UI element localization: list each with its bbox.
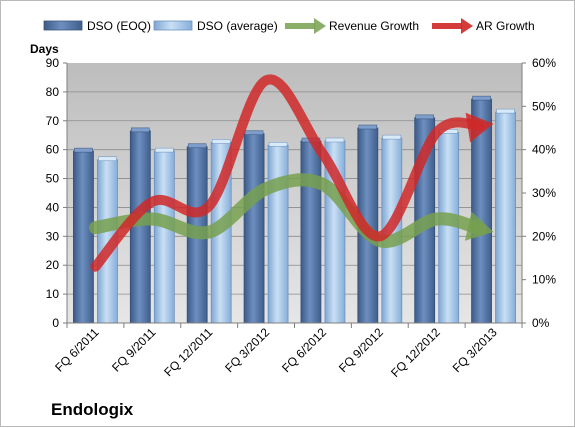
x-tick-label: FQ 3/2013 <box>450 325 500 375</box>
y-tick-label: 70 <box>46 114 60 128</box>
x-tick-label: FQ 12/2012 <box>388 325 443 380</box>
y-axis-ticks: 0 10 20 30 40 50 60 70 80 90 <box>46 56 67 330</box>
legend-label-revenue-growth: Revenue Growth <box>329 19 419 33</box>
legend-item-dso-average: DSO (average) <box>153 19 278 33</box>
y-tick-label: 0 <box>52 316 59 330</box>
bar-top-dso-average <box>98 156 117 162</box>
x-tick-label: FQ 9/2011 <box>109 325 159 375</box>
y-tick-label: 80 <box>46 85 60 99</box>
bar-top-dso-eoq <box>187 143 207 149</box>
legend-swatch-dso-eoq <box>43 20 83 31</box>
y-tick-label: 40 <box>46 200 60 214</box>
x-tick-label: FQ 6/2012 <box>279 325 329 375</box>
y-tick-label: 10 <box>46 287 60 301</box>
bars <box>73 95 516 324</box>
legend-label-dso-eoq: DSO (EOQ) <box>87 19 151 33</box>
bar-top-dso-average <box>155 147 174 153</box>
y2-tick-label: 30% <box>532 186 556 200</box>
bar-top-dso-eoq <box>131 127 150 133</box>
y-tick-label: 50 <box>46 172 60 186</box>
growth-lines <box>88 74 494 272</box>
bar-dso-eoq <box>300 140 322 324</box>
y-tick-label: 20 <box>46 258 60 272</box>
bar-top-dso-average <box>268 142 288 147</box>
y-axis-title: Days <box>30 42 59 56</box>
bar-dso-average <box>438 131 460 324</box>
x-tick-label: FQ 6/2011 <box>52 325 102 375</box>
bar-top-dso-eoq <box>74 147 93 153</box>
y-tick-label: 60 <box>46 143 60 157</box>
line-ar-growth <box>90 74 485 272</box>
bar-dso-average <box>153 150 175 324</box>
bar-top-dso-average <box>325 137 345 143</box>
bar-top-dso-average <box>211 139 231 144</box>
legend-arrow-ar-growth <box>461 18 473 34</box>
bar-top-dso-eoq <box>415 114 434 120</box>
chart-legend: DSO (EOQ) DSO (average) Revenue Growth A… <box>43 18 535 34</box>
y2-tick-label: 40% <box>532 143 556 157</box>
x-axis-ticks: FQ 6/2011 FQ 9/2011 FQ 12/2011 FQ 3/2012 FQ … <box>52 323 523 380</box>
y2-tick-label: 20% <box>532 229 556 243</box>
legend-label-ar-growth: AR Growth <box>476 19 535 33</box>
legend-item-revenue-growth: Revenue Growth <box>285 18 419 34</box>
bar-top-dso-eoq <box>358 124 378 130</box>
bar-top-dso-average <box>382 134 402 140</box>
y-tick-label: 30 <box>46 229 60 243</box>
bar-dso-eoq <box>73 150 94 324</box>
company-name: Endologix <box>51 400 134 419</box>
bar-dso-eoq <box>243 133 265 324</box>
legend-item-dso-eoq: DSO (EOQ) <box>43 19 151 33</box>
y2-tick-label: 60% <box>532 56 556 70</box>
line-revenue-growth <box>88 173 487 248</box>
legend-swatch-dso-average <box>153 20 193 31</box>
bar-dso-average <box>267 144 289 324</box>
legend-label-dso-average: DSO (average) <box>197 19 278 33</box>
y2-tick-label: 50% <box>532 99 556 113</box>
x-tick-label: FQ 12/2011 <box>161 325 215 379</box>
y2-tick-label: 10% <box>532 273 556 287</box>
legend-item-ar-growth: AR Growth <box>432 18 535 34</box>
x-tick-label: FQ 3/2012 <box>222 325 272 375</box>
x-tick-label: FQ 9/2012 <box>336 325 386 375</box>
bar-top-dso-eoq <box>472 95 491 101</box>
bar-dso-average <box>495 111 516 324</box>
arrowhead-revenue-growth <box>464 211 494 241</box>
y2-tick-label: 0% <box>532 316 550 330</box>
y2-axis-ticks: 0% 10% 20% 30% 40% 50% 60% <box>522 56 556 330</box>
bar-top-dso-average <box>496 108 515 114</box>
arrowhead-ar-growth <box>465 112 494 143</box>
y-tick-label: 90 <box>46 56 60 70</box>
legend-arrow-revenue-growth <box>314 18 326 34</box>
bar-top-dso-eoq <box>244 130 264 136</box>
